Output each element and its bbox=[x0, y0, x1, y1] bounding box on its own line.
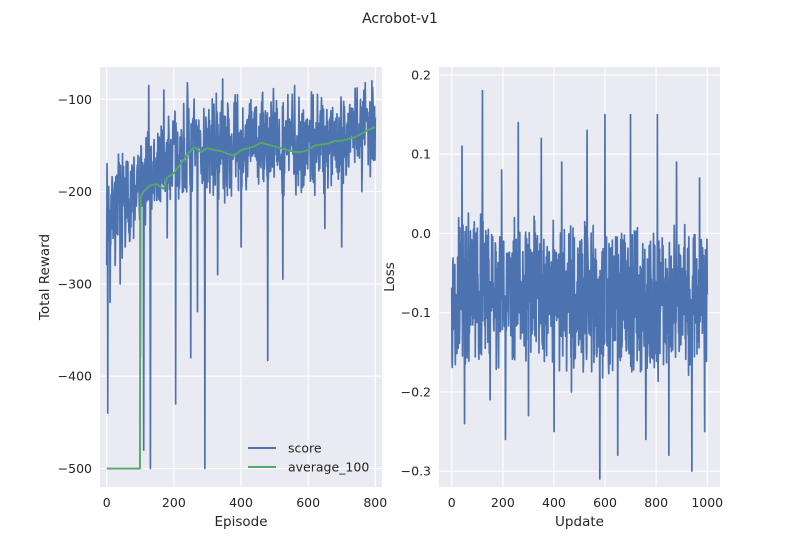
loss-y-tick-label: −0.1 bbox=[401, 305, 431, 320]
legend-label-average-100: average_100 bbox=[288, 460, 369, 475]
loss-y-tick-label: −0.3 bbox=[401, 464, 431, 479]
reward-x-tick-label: 400 bbox=[229, 495, 253, 510]
reward-y-tick-label: −100 bbox=[58, 92, 92, 107]
loss-y-axis-label: Loss bbox=[382, 262, 398, 292]
loss-y-tick-label: 0.1 bbox=[411, 147, 431, 162]
legend-label-score: score bbox=[288, 441, 322, 456]
loss-x-tick-label: 200 bbox=[491, 495, 515, 510]
reward-chart: 0 200 400 600 800 −500 −400 −300 −200 −100 Episode… bbox=[37, 67, 387, 530]
reward-score-line bbox=[105, 78, 377, 470]
loss-x-tick-label: 1000 bbox=[691, 495, 723, 510]
reward-x-tick-label: 200 bbox=[162, 495, 186, 510]
loss-y-tick-label: −0.2 bbox=[401, 384, 431, 399]
loss-chart: 0 200 400 600 800 1000 −0.3 −0.2 −0.1 0.0 0.1 0.2 Up… bbox=[382, 67, 723, 530]
loss-x-tick-label: 0 bbox=[448, 495, 456, 510]
reward-y-tick-label: −200 bbox=[58, 184, 92, 199]
reward-x-tick-label: 800 bbox=[363, 495, 387, 510]
reward-x-tick-label: 0 bbox=[103, 495, 111, 510]
loss-y-tick-label: 0.2 bbox=[411, 67, 431, 82]
reward-y-tick-label: −500 bbox=[58, 461, 92, 476]
reward-y-tick-label: −300 bbox=[58, 276, 92, 291]
figure-title: Acrobot-v1 bbox=[362, 11, 438, 27]
reward-x-tick-label: 600 bbox=[296, 495, 320, 510]
reward-y-tick-label: −400 bbox=[58, 369, 92, 384]
loss-y-tick-label: 0.0 bbox=[411, 226, 431, 241]
reward-average-100-line bbox=[106, 126, 376, 470]
loss-loss-line bbox=[450, 89, 709, 480]
reward-x-axis-label: Episode bbox=[214, 514, 267, 530]
reward-y-axis-label: Total Reward bbox=[37, 234, 53, 321]
loss-x-tick-label: 600 bbox=[593, 495, 617, 510]
loss-x-axis-label: Update bbox=[555, 514, 604, 530]
loss-x-tick-label: 800 bbox=[644, 495, 668, 510]
reward-legend: score average_100 bbox=[248, 441, 369, 475]
loss-x-tick-label: 400 bbox=[542, 495, 566, 510]
